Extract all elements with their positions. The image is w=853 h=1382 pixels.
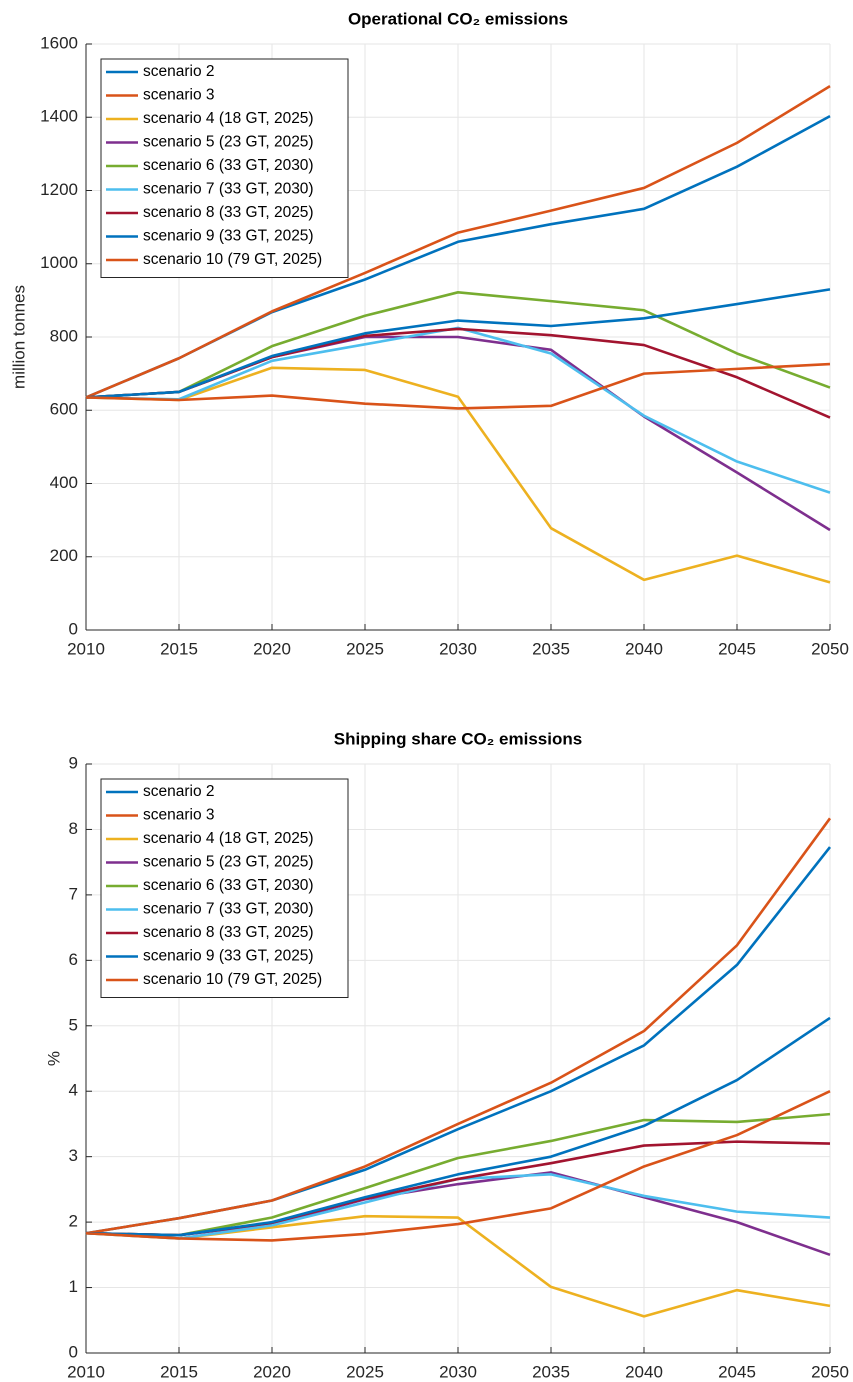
y-tick-label: 400 [50,473,78,492]
y-tick-label: 7 [69,884,78,903]
y-tick-label: 9 [69,753,78,772]
x-tick-label: 2015 [160,1362,198,1381]
legend-label: scenario 5 (23 GT, 2025) [143,854,314,871]
series-line [85,817,832,1235]
series-line [85,1112,831,1237]
series-line [85,1016,831,1237]
series-line [85,85,831,399]
legend-label: scenario 4 (18 GT, 2025) [143,830,314,847]
y-tick-label: 3 [69,1146,78,1165]
legend-label: scenario 3 [143,87,215,104]
y-tick-label: 1400 [40,107,78,126]
chart-title: Operational CO₂ emissions [348,9,568,28]
x-tick-label: 2025 [346,1362,384,1381]
chart-title: Shipping share CO₂ emissions [334,729,582,748]
y-tick-label: 1 [69,1277,78,1296]
legend-label: scenario 10 (79 GT, 2025) [143,251,322,268]
series-line [85,1090,831,1242]
legend-label: scenario 5 (23 GT, 2025) [143,134,314,151]
legend-label: scenario 2 [143,63,215,80]
x-tick-label: 2015 [160,639,198,658]
legend-label: scenario 3 [143,807,215,824]
x-tick-label: 2045 [718,1362,756,1381]
series-line [85,288,831,399]
y-tick-label: 600 [50,400,78,419]
legend-box [100,778,349,998]
legend: scenario 2 scenario 3 scenario 4 (18 GT, 2… [100,58,349,278]
y-tick-label: 0 [69,619,78,638]
x-tick-label: 2040 [625,1362,663,1381]
y-tick-label: 1200 [40,180,78,199]
legend-label: scenario 7 (33 GT, 2030) [143,901,314,918]
legend-label: scenario 8 (33 GT, 2025) [143,204,314,221]
y-axis-label: % [44,1051,63,1066]
legend-label: scenario 6 (33 GT, 2030) [143,877,314,894]
y-tick-label: 8 [69,819,78,838]
x-tick-label: 2010 [67,639,105,658]
y-tick-label: 5 [69,1015,78,1034]
legend-label: scenario 7 (33 GT, 2030) [143,181,314,198]
x-tick-label: 2030 [439,1362,477,1381]
x-tick-label: 2020 [253,639,291,658]
x-tick-label: 2025 [346,639,384,658]
series-line [85,366,831,584]
x-tick-label: 2035 [532,1362,570,1381]
y-tick-label: 0 [69,1342,78,1361]
y-tick-label: 1600 [40,33,78,52]
legend-label: scenario 2 [143,783,215,800]
legend: scenario 2 scenario 3 scenario 4 (18 GT, 2… [100,778,349,998]
y-tick-label: 4 [69,1081,78,1100]
series-line [85,291,831,399]
legend-label: scenario 4 (18 GT, 2025) [143,110,314,127]
y-tick-label: 200 [50,546,78,565]
x-tick-label: 2050 [811,639,849,658]
x-tick-label: 2045 [718,639,756,658]
y-axis-label: million tonnes [9,285,28,389]
x-tick-label: 2035 [532,639,570,658]
chart: Operational CO₂ emissions million tonnes 0… [9,9,848,658]
legend-label: scenario 10 (79 GT, 2025) [143,971,322,988]
y-tick-label: 6 [69,950,78,969]
x-tick-label: 2050 [811,1362,849,1381]
chart: Shipping share CO₂ emissions% 0 1 2 3 4 5 6 7 8 9 2… [44,729,848,1381]
x-tick-label: 2020 [253,1362,291,1381]
x-tick-label: 2010 [67,1362,105,1381]
y-tick-label: 1000 [40,253,78,272]
x-tick-label: 2040 [625,639,663,658]
legend-label: scenario 9 (33 GT, 2025) [143,948,314,965]
legend-box [100,58,349,278]
x-tick-label: 2030 [439,639,477,658]
series-line [85,362,831,410]
y-tick-label: 2 [69,1212,78,1231]
y-tick-label: 800 [50,326,78,345]
legend-label: scenario 8 (33 GT, 2025) [143,924,314,941]
legend-label: scenario 6 (33 GT, 2030) [143,157,314,174]
legend-label: scenario 9 (33 GT, 2025) [143,228,314,245]
